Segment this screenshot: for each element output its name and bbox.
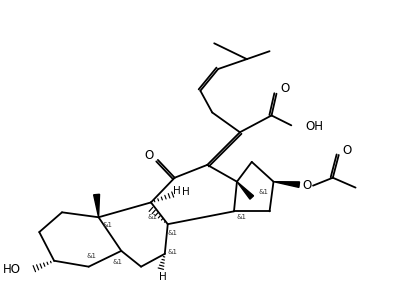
Polygon shape [236,182,253,199]
Text: H: H [172,185,180,196]
Text: H: H [181,187,189,197]
Text: &1: &1 [87,253,96,259]
Text: O: O [280,82,289,95]
Text: &1: &1 [258,188,268,195]
Text: &1: &1 [112,259,122,265]
Text: &1: &1 [102,222,112,228]
Text: OH: OH [304,120,322,133]
Text: H: H [158,272,166,282]
Polygon shape [93,194,99,217]
Text: &1: &1 [167,230,177,236]
Text: O: O [342,144,351,156]
Text: HO: HO [2,263,20,276]
Text: &1: &1 [236,214,246,220]
Text: O: O [144,149,153,163]
Polygon shape [273,182,299,187]
Text: &1: &1 [148,214,158,220]
Text: &1: &1 [167,249,177,255]
Text: O: O [302,179,311,192]
